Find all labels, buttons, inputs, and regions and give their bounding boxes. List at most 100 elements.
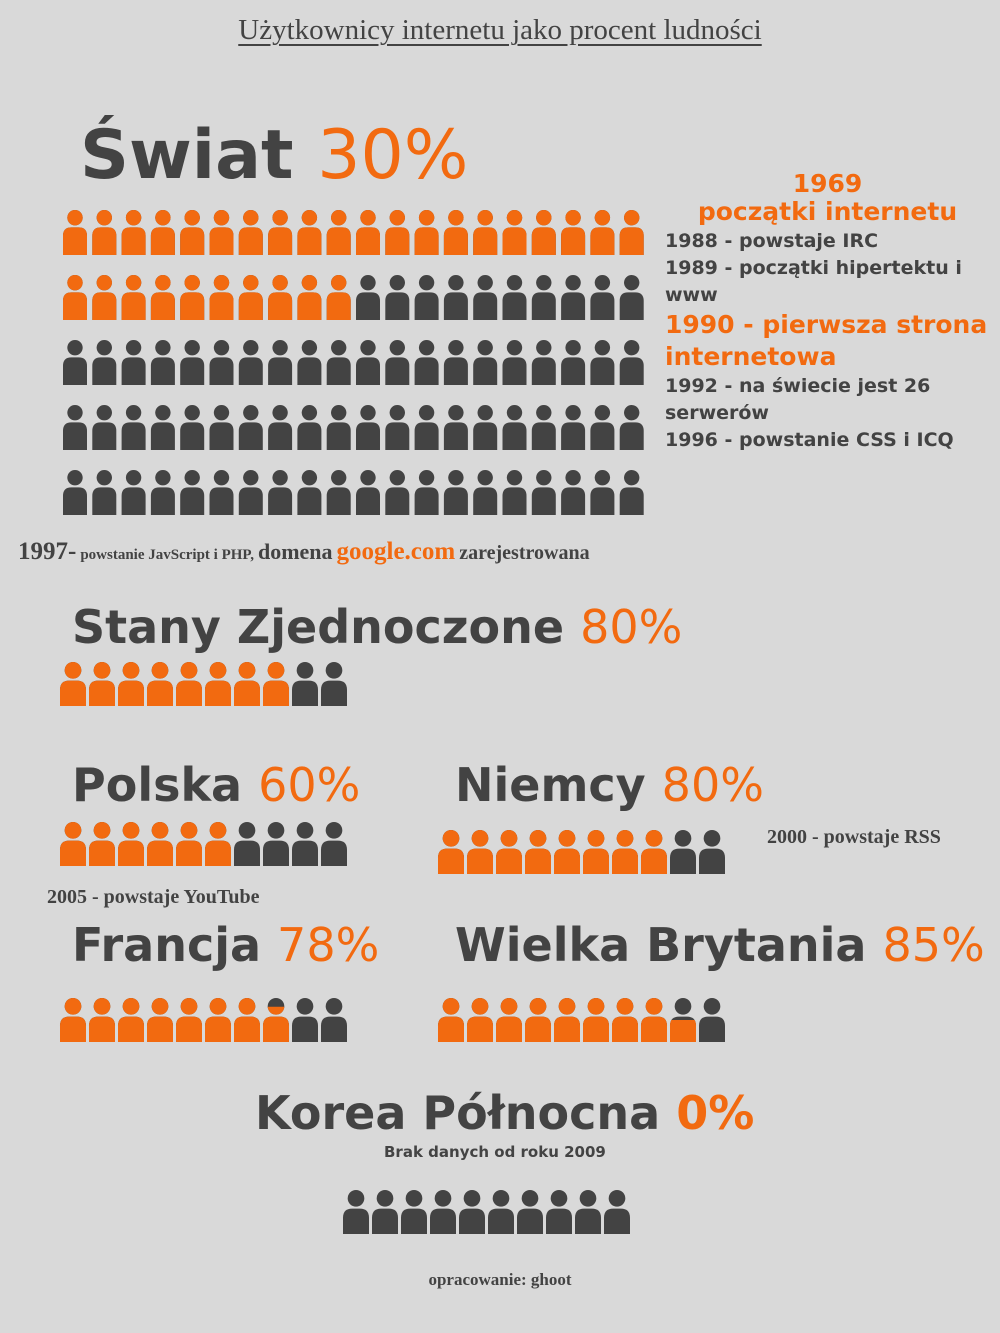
icon-body: [561, 357, 586, 385]
icon-body: [699, 848, 725, 874]
icon-head: [209, 998, 227, 1015]
icon-body: [234, 1016, 260, 1042]
icon: [612, 998, 638, 1042]
icon-empty: [473, 405, 498, 450]
icon-body: [356, 422, 380, 450]
icon-body: [670, 848, 696, 874]
icon: [176, 998, 202, 1042]
icon-filled: [209, 210, 234, 255]
icon: [488, 1190, 514, 1234]
icon: [292, 662, 318, 706]
icon-body: [356, 227, 380, 255]
icon-body: [414, 227, 439, 255]
icon-body: [467, 1016, 493, 1042]
icon-filled: [590, 210, 615, 255]
icon-empty: [561, 340, 586, 385]
icon-head: [64, 662, 82, 679]
icon-filled: [268, 210, 293, 255]
icon-head: [360, 405, 376, 421]
country-percent: 0%: [676, 1086, 755, 1140]
icon-head: [272, 275, 288, 291]
icon-filled: [473, 210, 498, 255]
icon-body: [372, 1208, 398, 1234]
icon-empty: [92, 405, 117, 450]
icon: [89, 662, 115, 706]
icon-body: [473, 487, 498, 515]
icon-head: [477, 340, 493, 356]
icon-empty: [238, 405, 263, 450]
icon: [356, 275, 380, 320]
icon-head: [125, 405, 142, 421]
icon-filled: [150, 210, 175, 255]
icon-head: [93, 822, 111, 839]
icon: [473, 275, 498, 320]
icon: [443, 210, 468, 255]
icon: [326, 470, 351, 515]
icon-empty: [531, 470, 556, 515]
icon-head: [301, 470, 318, 486]
icon-filled: [205, 662, 231, 706]
icon: [583, 830, 609, 874]
icon-head: [151, 662, 169, 679]
icon-empty: [150, 405, 175, 450]
country-name: Niemcy: [455, 758, 646, 812]
icon-body: [92, 357, 117, 385]
icon-empty: [292, 662, 318, 706]
icon: [414, 210, 439, 255]
icon-head: [529, 998, 547, 1015]
icon: [209, 210, 234, 255]
icon-body: [546, 1208, 572, 1234]
icon: [209, 405, 234, 450]
icon-head: [405, 1190, 423, 1207]
icon-head: [587, 830, 605, 847]
icon: [502, 405, 527, 450]
icon-body: [92, 487, 117, 515]
icon-head: [67, 405, 83, 421]
icon: [238, 210, 263, 255]
icon-head: [180, 662, 198, 679]
icon-body: [604, 1208, 630, 1234]
icon: [699, 998, 725, 1042]
icon-filled: [414, 210, 439, 255]
icon: [92, 405, 117, 450]
icon-body: [60, 680, 86, 706]
icon-filled: [92, 275, 117, 320]
icon-body: [385, 227, 410, 255]
icon-body: [268, 227, 293, 255]
icon-filled: [326, 275, 351, 320]
icon-filled: [619, 210, 644, 255]
icon-body: [92, 292, 117, 320]
icon-body: [121, 487, 146, 515]
icon-head: [616, 830, 634, 847]
icon-empty: [356, 275, 380, 320]
icon: [326, 210, 351, 255]
icon: [401, 1190, 427, 1234]
icon-body: [180, 487, 205, 515]
icon-empty: [292, 998, 318, 1042]
timeline-event: 1996 - powstanie CSS i ICQ: [665, 429, 954, 451]
icon: [268, 470, 293, 515]
icon-head: [645, 830, 663, 847]
icon-head: [506, 210, 523, 226]
icon-head: [125, 340, 142, 356]
timeline-event: 1988 - powstaje IRC: [665, 230, 879, 252]
icon: [502, 470, 527, 515]
icon-empty: [385, 275, 410, 320]
icon-head: [463, 1190, 481, 1207]
icon-filled: [60, 822, 86, 866]
icon-body: [699, 1016, 725, 1042]
icon: [180, 210, 205, 255]
icon-body: [438, 1016, 464, 1042]
icon-body: [121, 227, 146, 255]
icon: [414, 275, 439, 320]
note-domain: google.com: [336, 538, 456, 565]
icon-empty: [414, 470, 439, 515]
icon-empty: [385, 470, 410, 515]
country-name: Francja: [72, 918, 262, 972]
icon-filled: [502, 210, 527, 255]
icon: [92, 470, 117, 515]
country-name: Stany Zjednoczone: [72, 600, 565, 654]
icon-head: [296, 662, 314, 679]
country-title: Korea Północna 0%: [255, 1090, 754, 1136]
icon-body: [209, 227, 234, 255]
